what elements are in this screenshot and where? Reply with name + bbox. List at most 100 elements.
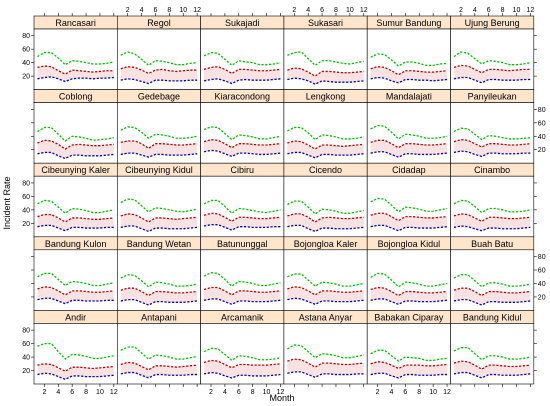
series-line-blue	[203, 224, 281, 231]
series-line-red	[37, 286, 114, 296]
series-line-blue	[370, 372, 448, 379]
series-line-green	[370, 53, 448, 67]
series-line-blue	[203, 78, 281, 85]
x-tick-label: 2	[376, 389, 380, 396]
panel-cinambo: Cinambo	[450, 162, 537, 238]
series-line-blue	[120, 298, 198, 306]
panel-strip-label: Arcamanik	[221, 312, 264, 322]
panel-strip-label: Kiaracondong	[214, 92, 270, 102]
series-line-red	[370, 212, 448, 222]
series-line-blue	[37, 76, 114, 83]
panel-strip-label: Babakan Ciparay	[374, 312, 444, 322]
panel-strip-label: Bandung Wetan	[127, 239, 191, 249]
band-area	[453, 213, 531, 231]
series-line-red	[120, 213, 198, 223]
series-line-red	[287, 140, 364, 150]
y-tick-label: 80	[538, 254, 546, 261]
y-tick-label: 60	[538, 268, 546, 275]
series-line-red	[287, 213, 364, 223]
panel-strip-label: Cicendo	[309, 165, 342, 175]
series-line-red	[120, 66, 198, 75]
band-area	[37, 140, 114, 159]
series-line-green	[287, 273, 364, 287]
panel-mandalajati: Mandalajati	[366, 89, 451, 164]
series-line-green	[37, 126, 114, 142]
series-line-red	[120, 361, 198, 371]
x-tick-label: 10	[346, 7, 354, 14]
panel-strip-label: Ujung Berung	[465, 18, 520, 28]
y-tick-label: 60	[22, 194, 30, 201]
band-area	[287, 140, 364, 158]
y-tick-label: 80	[22, 33, 30, 40]
series-line-red	[203, 286, 281, 296]
panel-strip-label: Cibiru	[230, 165, 254, 175]
panel-bandung-wetan: Bandung Wetan	[117, 236, 201, 311]
series-line-red	[453, 213, 531, 223]
band-area	[204, 139, 281, 157]
panel-strip-label: Cibeunying Kidul	[125, 165, 193, 175]
panel-plot-area	[200, 175, 285, 238]
series-line-red	[370, 361, 448, 370]
band-area	[453, 288, 531, 306]
panel-lengkong: Lengkong	[283, 89, 368, 164]
band-area	[37, 286, 114, 304]
y-tick-label: 60	[22, 47, 30, 54]
series-line-green	[370, 124, 448, 140]
series-line-blue	[287, 297, 364, 306]
x-tick-label: 10	[263, 389, 271, 396]
x-axis-title: Month	[269, 393, 294, 403]
x-tick-label: 8	[167, 7, 171, 14]
series-line-green	[287, 200, 364, 215]
panel-regol: Regol 2 4 6 8 10 12	[117, 7, 201, 90]
y-tick-label: 60	[22, 341, 30, 348]
series-line-green	[203, 347, 281, 362]
series-line-green	[203, 126, 281, 141]
series-line-red	[287, 67, 364, 77]
series-line-red	[120, 287, 198, 297]
panel-strip-label: Bojongloa Kaler	[294, 239, 358, 249]
panel-strip-label: Bojongloa Kidul	[378, 239, 441, 249]
x-tick-label: 10	[96, 389, 104, 396]
series-line-green	[203, 199, 281, 215]
x-tick-label: 6	[487, 7, 491, 14]
panel-strip-label: Andir	[65, 312, 86, 322]
series-line-green	[37, 342, 114, 360]
series-line-red	[203, 138, 281, 149]
band-area	[204, 213, 281, 231]
series-line-red	[370, 286, 448, 297]
x-tick-label: 2	[209, 389, 213, 396]
panel-arcamanik: Arcamanik 2 4 6 8 10 12	[200, 310, 284, 396]
series-line-red	[37, 65, 114, 75]
panel-rancasari: Rancasari 20 40 60 80	[22, 13, 118, 90]
x-tick-label: 6	[237, 389, 241, 396]
y-tick-label: 40	[22, 60, 30, 67]
panel-plot-area	[450, 102, 535, 164]
series-line-green	[203, 51, 281, 67]
panel-strip-label: Mandalajati	[386, 92, 432, 102]
panel-strip-label: Panyileukan	[468, 92, 517, 102]
panel-strip-label: Bandung Kidul	[463, 312, 522, 322]
series-line-blue	[287, 224, 364, 233]
panel-plot-area	[33, 249, 118, 311]
series-line-green	[453, 274, 531, 288]
band-area	[120, 288, 198, 306]
x-tick-label: 6	[403, 389, 407, 396]
series-line-red	[203, 359, 281, 369]
series-line-red	[453, 64, 531, 74]
panel-buah-batu: Buah Batu 20 40 60 80	[450, 236, 546, 311]
y-axis-title: Incident Rate	[2, 176, 12, 229]
series-line-red	[37, 213, 114, 223]
series-line-red	[453, 287, 531, 297]
series-line-blue	[453, 371, 531, 379]
series-line-blue	[370, 224, 448, 232]
y-tick-label: 20	[22, 221, 30, 228]
panel-strip-label: Buah Batu	[471, 239, 513, 249]
x-tick-label: 4	[390, 389, 394, 396]
series-line-blue	[203, 371, 281, 379]
y-tick-label: 20	[538, 147, 546, 154]
x-tick-label: 6	[70, 389, 74, 396]
series-line-blue	[120, 152, 198, 158]
series-line-blue	[370, 76, 448, 84]
x-tick-label: 2	[42, 389, 46, 396]
